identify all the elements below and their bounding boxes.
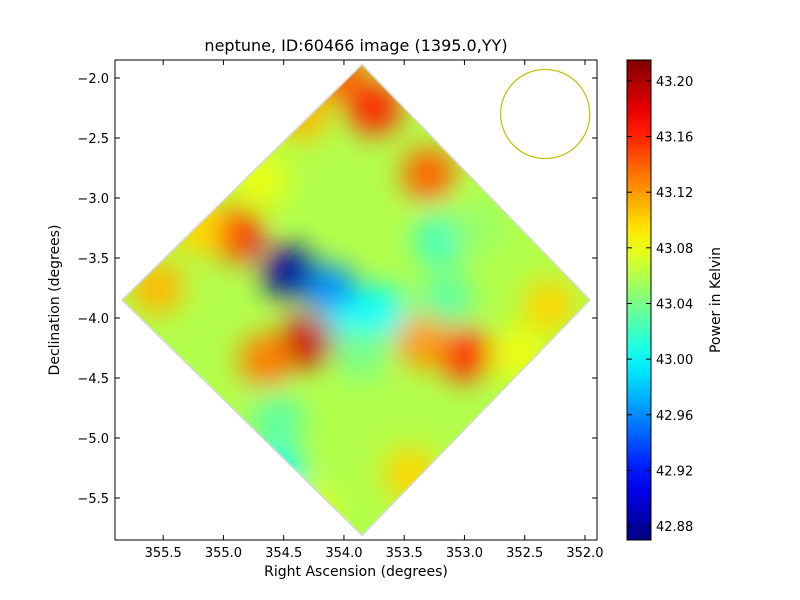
y-tick-label: −4.5 xyxy=(77,372,109,387)
heatmap-feature xyxy=(239,333,293,387)
y-tick-label: −5.0 xyxy=(77,432,109,447)
heatmap-feature xyxy=(335,327,389,381)
heatmap-feature xyxy=(419,273,473,327)
y-tick-label: −5.5 xyxy=(77,492,109,507)
heatmap-feature xyxy=(395,315,449,369)
y-tick-label: −2.0 xyxy=(77,72,109,87)
x-tick-label: 355.5 xyxy=(145,546,182,561)
heatmap-features xyxy=(130,63,576,537)
heatmap-feature xyxy=(130,261,184,315)
heatmap-feature xyxy=(281,315,335,369)
heatmap-feature xyxy=(251,447,305,501)
x-axis-label: Right Ascension (degrees) xyxy=(264,564,448,580)
colorbar-tick-label: 43.00 xyxy=(656,353,693,368)
colorbar-tick-label: 43.16 xyxy=(656,131,693,146)
colorbar-gradient xyxy=(626,59,652,541)
heatmap-feature xyxy=(383,447,437,501)
heatmap-feature xyxy=(449,201,504,255)
colorbar-tick-label: 42.88 xyxy=(656,520,693,535)
colorbar: 42.88 42.92 42.96 43.00 43.04 43.08 43.12 43.16… xyxy=(626,59,724,541)
colorbar-ticks: 42.88 42.92 42.96 43.00 43.04 43.08 43.12 43.16… xyxy=(627,75,693,535)
y-tick-label: −3.5 xyxy=(77,252,109,267)
heatmap-feature xyxy=(172,201,226,255)
heatmap-feature xyxy=(522,279,576,333)
heatmap xyxy=(121,63,591,537)
heatmap-feature xyxy=(275,87,329,141)
colorbar-label: Power in Kelvin xyxy=(708,247,724,353)
y-axis: −2.0 −2.5 −3.0 −3.5 −4.0 −4.5 −5.0 −5.5 xyxy=(77,72,597,507)
y-tick-label: −2.5 xyxy=(77,132,109,147)
heatmap-feature xyxy=(251,393,305,447)
chart-title: neptune, ID:60466 image (1395.0,YY) xyxy=(204,36,507,55)
x-tick-label: 355.0 xyxy=(205,546,242,561)
plot-frame xyxy=(114,59,598,541)
plot-area xyxy=(121,63,591,537)
colorbar-tick-label: 42.92 xyxy=(656,464,693,479)
heatmap-feature xyxy=(437,327,491,381)
x-tick-label: 354.0 xyxy=(325,546,362,561)
beam-circle-shape xyxy=(500,68,591,160)
y-tick-label: −4.0 xyxy=(77,312,109,327)
colorbar-tick-label: 42.96 xyxy=(656,409,693,424)
x-tick-label: 352.0 xyxy=(566,546,603,561)
colorbar-tick-label: 43.04 xyxy=(656,297,693,312)
colorbar-tick-label: 43.12 xyxy=(656,186,693,201)
heatmap-feature xyxy=(263,245,317,299)
colorbar-tick-label: 43.20 xyxy=(656,75,693,90)
y-tick-label: −3.0 xyxy=(77,192,109,207)
x-tick-label: 353.5 xyxy=(386,546,423,561)
y-axis-label: Declination (degrees) xyxy=(47,225,63,376)
beam-circle xyxy=(500,68,591,160)
x-tick-label: 354.5 xyxy=(265,546,302,561)
heatmap-feature xyxy=(287,483,341,537)
colorbar-tick-label: 43.08 xyxy=(656,242,693,257)
heatmap-feature xyxy=(401,147,455,201)
heatmap-feature xyxy=(233,153,287,207)
heatmap-feature xyxy=(347,81,401,135)
x-tick-label: 353.0 xyxy=(446,546,483,561)
x-tick-label: 352.5 xyxy=(506,546,543,561)
x-axis: 355.5 355.0 354.5 354.0 353.5 353.0 352.5 352.0 xyxy=(145,60,604,561)
